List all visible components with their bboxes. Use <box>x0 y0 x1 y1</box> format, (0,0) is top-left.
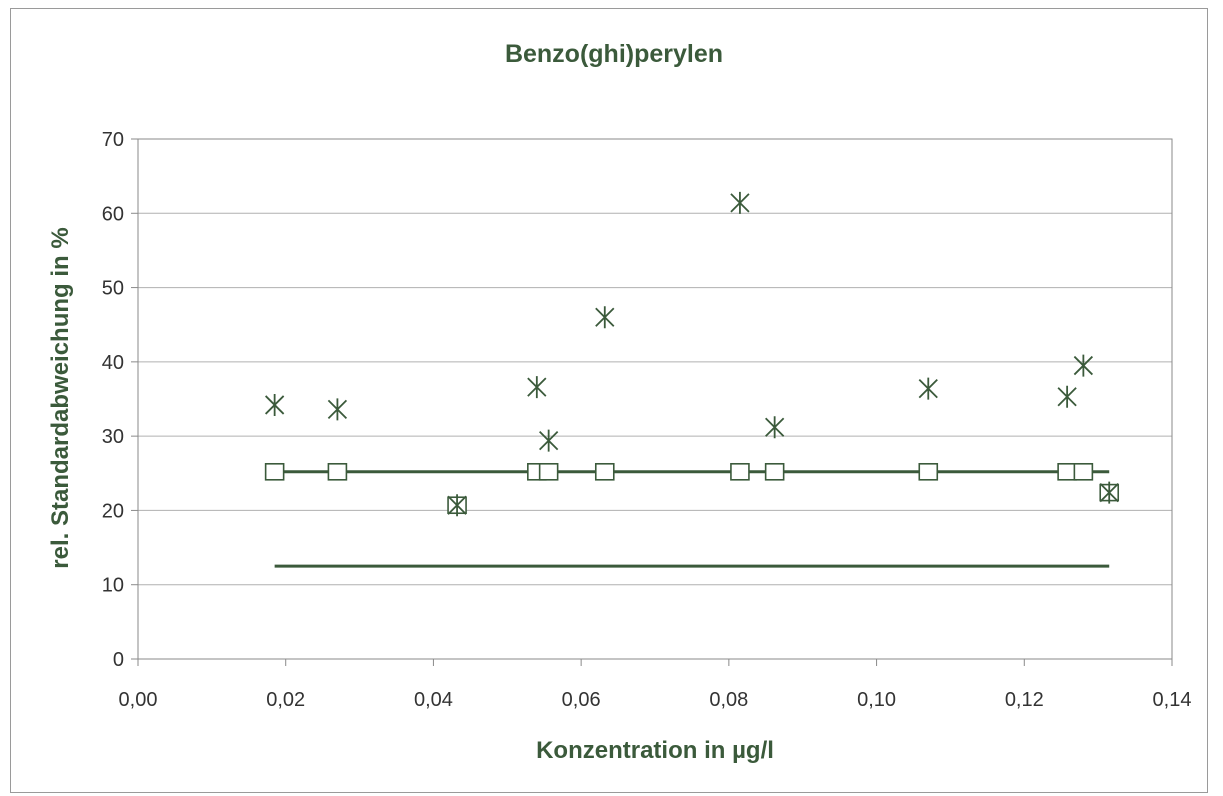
x-tick-label: 0,14 <box>1153 689 1192 711</box>
square-marker <box>918 462 939 481</box>
asterisk-marker <box>527 376 547 399</box>
y-tick-label: 10 <box>102 575 124 597</box>
y-axis-title: rel. Standardabweichung in % <box>47 227 74 568</box>
x-tick-label: 0,02 <box>266 689 305 711</box>
axis-ticks: 0 10 20 30 40 50 60 70 0,00 0,02 0,04 0,06 0,08 0,10 0… <box>102 129 1192 711</box>
asterisk-marker <box>765 416 785 439</box>
y-tick-label: 50 <box>102 278 124 300</box>
data-series <box>264 191 1120 568</box>
x-tick-label: 0,06 <box>562 689 601 711</box>
asterisk-marker <box>1057 385 1077 408</box>
asterisk-marker <box>264 393 285 416</box>
square-marker <box>730 462 750 481</box>
x-axis-title: Konzentration in µg/l <box>536 737 774 764</box>
x-tick-label: 0,10 <box>857 689 896 711</box>
x-tick-label: 0,04 <box>414 689 453 711</box>
asterisk-marker <box>539 429 559 452</box>
asterisk-marker <box>730 191 750 214</box>
asterisk-marker <box>918 377 938 400</box>
chart-title: Benzo(ghi)perylen <box>505 40 723 68</box>
asterisk-marker <box>1099 481 1119 504</box>
y-tick-label: 70 <box>102 129 124 151</box>
square-marker <box>538 462 559 481</box>
square-marker <box>327 462 348 481</box>
y-tick-label: 60 <box>102 203 124 225</box>
x-tick-label: 0,12 <box>1005 689 1044 711</box>
y-tick-label: 40 <box>102 352 124 374</box>
asterisk-marker <box>327 398 348 421</box>
y-tick-label: 30 <box>102 426 124 448</box>
x-tick-label: 0,00 <box>119 689 158 711</box>
square-marker <box>1073 462 1094 481</box>
square-marker <box>264 462 285 481</box>
y-tick-label: 0 <box>113 649 124 671</box>
asterisk-marker <box>447 494 467 517</box>
asterisk-marker <box>595 306 615 329</box>
plot-area <box>137 138 1173 660</box>
y-tick-label: 20 <box>102 500 124 522</box>
asterisk-marker <box>1073 354 1094 377</box>
grid-lines <box>138 138 1172 586</box>
x-tick-label: 0,08 <box>709 689 748 711</box>
square-marker <box>1057 462 1077 481</box>
square-marker <box>764 462 785 481</box>
square-marker <box>594 462 615 481</box>
